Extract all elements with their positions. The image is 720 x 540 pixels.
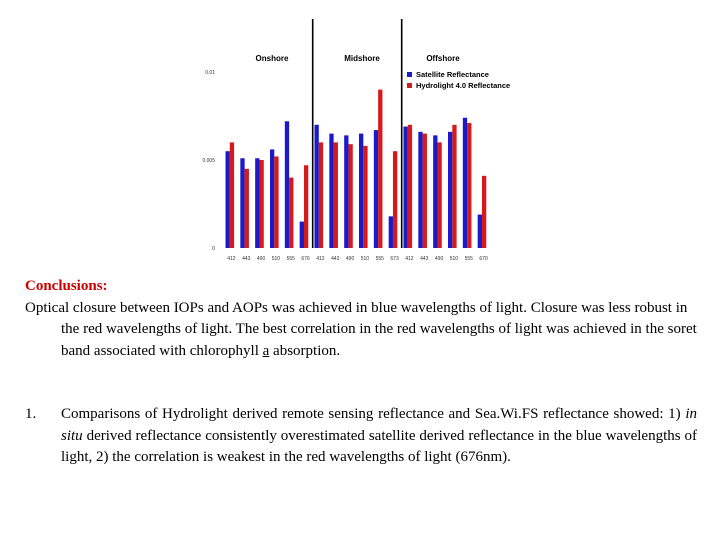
- conclusions-section: Conclusions: Optical closure between IOP…: [25, 276, 697, 362]
- hydrolight-bar-13: [422, 133, 427, 248]
- hydrolight-bar-9: [363, 145, 368, 248]
- conclusions-text-end: absorption.: [269, 342, 341, 359]
- hydrolight-bar-16: [467, 123, 472, 248]
- satellite-bar-13: [418, 131, 423, 248]
- x-tick-label: 490: [435, 256, 444, 262]
- x-tick-label: 412: [316, 256, 325, 262]
- item-text-part1: Comparisons of Hydrolight derived remote…: [61, 406, 686, 422]
- x-tick-label: 443: [331, 256, 340, 262]
- item-text: Comparisons of Hydrolight derived remote…: [61, 404, 697, 469]
- satellite-bar-0: [225, 151, 230, 248]
- numbered-item-1: 1. Comparisons of Hydrolight derived rem…: [25, 404, 697, 469]
- hydrolight-bar-2: [259, 160, 264, 248]
- hydrolight-bar-12: [407, 124, 413, 248]
- item-number: 1.: [25, 406, 37, 422]
- y-axis-ticks: 0 0.005 0.01: [202, 70, 215, 252]
- satellite-bar-3: [270, 149, 275, 248]
- x-tick-label: 555: [465, 256, 474, 262]
- satellite-bar-4: [284, 121, 290, 248]
- hydrolight-bar-7: [333, 142, 338, 248]
- conclusions-text-start: Optical closure between IOPs and AOPs wa…: [25, 299, 697, 359]
- satellite-bar-9: [359, 133, 364, 248]
- hydrolight-bar-5: [303, 165, 309, 248]
- satellite-bar-1: [240, 158, 245, 248]
- x-tick-label: 555: [287, 256, 296, 262]
- legend-label: Satellite Reflectance: [416, 70, 489, 79]
- satellite-bar-5: [299, 221, 304, 248]
- hydrolight-bar-11: [392, 151, 398, 248]
- satellite-bar-12: [403, 126, 408, 248]
- satellite-bar-11: [388, 216, 393, 248]
- y-tick-label: 0: [212, 246, 215, 252]
- region-dividers: [311, 19, 403, 248]
- x-tick-label: 555: [376, 256, 385, 262]
- x-tick-label: 510: [361, 256, 370, 262]
- region-labels: Onshore Midshore Offshore: [256, 54, 461, 63]
- chart-bars: [225, 89, 487, 248]
- x-tick-label: 510: [272, 256, 281, 262]
- hydrolight-bar-14: [437, 142, 442, 248]
- conclusions-paragraph: Optical closure between IOPs and AOPs wa…: [25, 298, 697, 363]
- chlorophyll-a-underlined: a: [262, 342, 270, 359]
- chart-legend: Satellite Reflectance Hydrolight 4.0 Refl…: [407, 70, 510, 90]
- region-label-midshore: Midshore: [344, 54, 380, 63]
- legend-swatch: [407, 72, 412, 77]
- satellite-bar-7: [329, 133, 334, 248]
- hydrolight-bar-6: [318, 142, 324, 248]
- hydrolight-bar-15: [452, 124, 457, 248]
- hydrolight-bar-4: [289, 177, 294, 248]
- hydrolight-bar-0: [229, 142, 235, 248]
- item-text-part2: derived reflectance consistently overest…: [61, 427, 697, 466]
- x-tick-label: 443: [420, 256, 429, 262]
- x-tick-label: 510: [450, 256, 459, 262]
- x-axis-ticks: 412 443 490 510 555 676 412 443 490 510 555 673 412 4…: [227, 256, 488, 262]
- x-tick-label: 490: [346, 256, 355, 262]
- hydrolight-bar-8: [348, 144, 353, 248]
- hydrolight-bar-10: [378, 89, 383, 248]
- x-tick-label: 673: [390, 256, 399, 262]
- x-tick-label: 412: [227, 256, 236, 262]
- x-tick-label: 412: [405, 256, 414, 262]
- region-label-offshore: Offshore: [426, 54, 460, 63]
- y-tick-label: 0.005: [202, 158, 215, 164]
- reflectance-bar-chart: 0 0.005 0.01 412 443 490 510 555 676 412 443 490 51…: [202, 19, 510, 262]
- legend-label: Hydrolight 4.0 Reflectance: [416, 81, 510, 90]
- conclusions-heading: Conclusions:: [25, 278, 108, 294]
- y-tick-label: 0.01: [205, 70, 215, 76]
- hydrolight-bar-3: [274, 156, 279, 248]
- x-tick-label: 676: [301, 256, 310, 262]
- satellite-bar-2: [255, 158, 260, 248]
- satellite-bar-8: [344, 135, 349, 248]
- satellite-bar-16: [462, 117, 468, 248]
- x-tick-label: 670: [479, 256, 488, 262]
- in-situ-italic: in situ: [61, 406, 697, 444]
- region-label-onshore: Onshore: [256, 54, 289, 63]
- x-tick-label: 490: [257, 256, 266, 262]
- satellite-bar-6: [314, 124, 319, 248]
- x-tick-label: 443: [242, 256, 251, 262]
- satellite-bar-10: [373, 130, 379, 248]
- hydrolight-bar-17: [481, 175, 487, 248]
- satellite-bar-15: [448, 131, 453, 248]
- satellite-bar-14: [433, 135, 438, 248]
- satellite-bar-17: [477, 214, 482, 248]
- legend-swatch: [407, 83, 412, 88]
- hydrolight-bar-1: [244, 168, 249, 248]
